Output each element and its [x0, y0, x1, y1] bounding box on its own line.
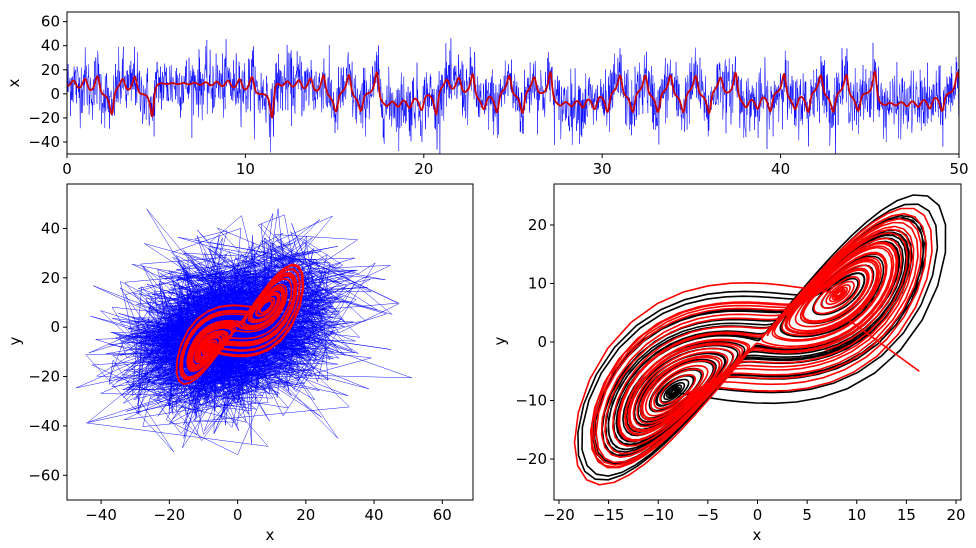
noisy-phase-ytick-label: −40	[28, 417, 60, 435]
timeseries-panel: 0 10 20 30 40 50 −40 −20 0 20 40 60 x	[5, 11, 969, 178]
noisy-phase-ylabel: y	[6, 336, 24, 345]
timeseries-ylabel: x	[5, 78, 23, 87]
clean-phase-reconstructed-trajectory	[573, 207, 933, 486]
clean-phase-ticks: −20 −15 −10 −5 0 5 10 15 20 −20 −10 0 10 20	[515, 216, 965, 524]
timeseries-xtick-label: 50	[949, 160, 968, 178]
timeseries-plot-area	[67, 38, 959, 154]
timeseries-ytick-label: −40	[28, 133, 60, 151]
clean-phase-ytick-label: 0	[537, 333, 547, 351]
clean-phase-ytick-label: −10	[515, 392, 547, 410]
clean-phase-xtick-label: −15	[593, 506, 625, 524]
clean-phase-xtick-label: 5	[802, 506, 812, 524]
noisy-phase-ytick-label: 0	[50, 318, 60, 336]
noisy-phase-xlabel: x	[266, 526, 275, 544]
clean-phase-panel: −20 −15 −10 −5 0 5 10 15 20 −20 −10 0 10 20 x y	[491, 183, 966, 544]
noisy-phase-xtick-label: −20	[154, 506, 186, 524]
noisy-phase-ytick-label: −60	[28, 466, 60, 484]
timeseries-ytick-label: 60	[41, 13, 60, 31]
noisy-phase-ticks: −40 −20 0 20 40 60 −60 −40 −20 0 20 40	[28, 219, 451, 524]
clean-phase-xtick-label: 15	[897, 506, 916, 524]
timeseries-xtick-label: 30	[593, 160, 612, 178]
noisy-phase-ytick-label: 40	[41, 219, 60, 237]
timeseries-ytick-label: 0	[50, 85, 60, 103]
timeseries-frame	[66, 11, 960, 155]
noisy-phase-xtick-label: 60	[433, 506, 452, 524]
noisy-phase-xtick-label: 0	[233, 506, 243, 524]
noisy-phase-ytick-label: 20	[41, 269, 60, 287]
clean-phase-ytick-label: 10	[528, 274, 547, 292]
timeseries-xtick-label: 10	[236, 160, 255, 178]
timeseries-noisy-line	[67, 38, 959, 154]
noisy-phase-xtick-label: −40	[85, 506, 117, 524]
timeseries-ytick-label: −20	[28, 109, 60, 127]
timeseries-ticks: 0 10 20 30 40 50 −40 −20 0 20 40 60	[28, 13, 968, 178]
clean-phase-xtick-label: 0	[753, 506, 763, 524]
noisy-phase-ytick-label: −20	[28, 368, 60, 386]
noisy-phase-plot-area	[75, 208, 412, 456]
clean-phase-xtick-label: −20	[543, 506, 575, 524]
clean-phase-xtick-label: −10	[642, 506, 674, 524]
timeseries-xtick-label: 0	[62, 160, 72, 178]
noisy-phase-xtick-label: 20	[296, 506, 315, 524]
clean-phase-ylabel: y	[491, 336, 509, 345]
noisy-phase-panel: −40 −20 0 20 40 60 −60 −40 −20 0 20 40 x y	[6, 183, 474, 544]
clean-phase-xlabel: x	[753, 526, 762, 544]
noisy-phase-attractor-trajectory	[175, 263, 305, 386]
noisy-phase-xtick-label: 40	[365, 506, 384, 524]
clean-phase-plot-area	[573, 194, 947, 486]
clean-phase-ytick-label: 20	[528, 216, 547, 234]
clean-phase-ytick-label: −20	[515, 450, 547, 468]
timeseries-xtick-label: 20	[414, 160, 433, 178]
timeseries-ytick-label: 40	[41, 37, 60, 55]
timeseries-xtick-label: 40	[771, 160, 790, 178]
noisy-phase-frame	[66, 183, 474, 501]
clean-phase-xtick-label: −5	[697, 506, 719, 524]
timeseries-smooth-line	[67, 70, 959, 119]
clean-phase-xtick-label: 10	[847, 506, 866, 524]
timeseries-ytick-label: 20	[41, 61, 60, 79]
clean-phase-xtick-label: 20	[946, 506, 965, 524]
clean-phase-transient-segment	[846, 317, 920, 372]
